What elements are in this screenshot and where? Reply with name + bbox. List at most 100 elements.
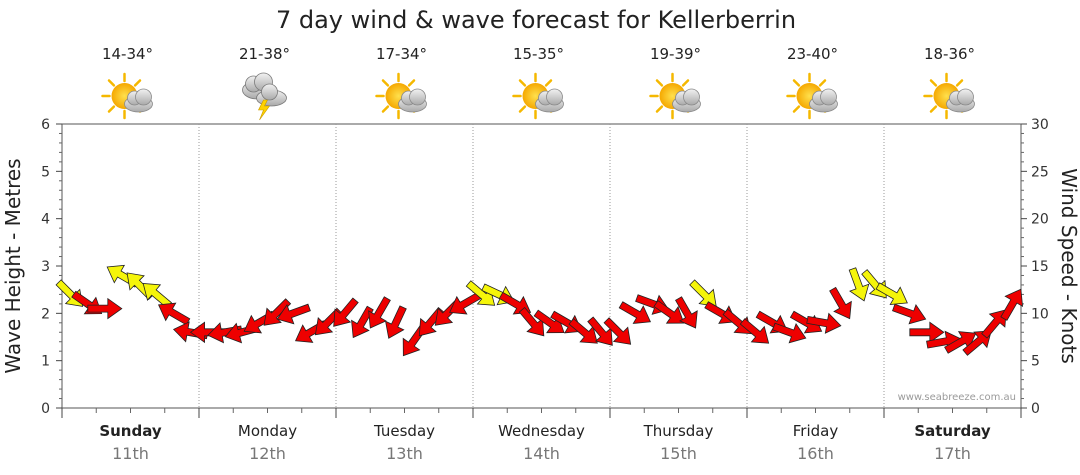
wind-arrow-shape bbox=[829, 286, 852, 320]
day-name-label: Friday bbox=[793, 422, 839, 440]
y-tick-label-right: 25 bbox=[1031, 164, 1049, 180]
wind-arrow bbox=[533, 309, 565, 334]
wind-arrow bbox=[603, 317, 632, 345]
wind-arrow bbox=[368, 296, 391, 329]
wind-arrow-shape bbox=[603, 317, 632, 345]
wind-arrow bbox=[568, 318, 598, 344]
wind-arrow bbox=[806, 312, 842, 334]
wind-arrow bbox=[892, 303, 927, 325]
wind-arrow bbox=[848, 267, 870, 302]
temperature-label: 14-34° bbox=[102, 45, 153, 63]
chart-title: 7 day wind & wave forecast for Kellerber… bbox=[276, 6, 796, 34]
y-tick-label-left: 5 bbox=[41, 164, 50, 180]
wind-arrow-shape bbox=[333, 297, 359, 327]
wind-arrow bbox=[875, 282, 908, 306]
y-tick-label-left: 6 bbox=[41, 117, 50, 133]
wind-arrow bbox=[351, 305, 374, 339]
wind-arrow-shape bbox=[944, 331, 977, 354]
wind-arrow bbox=[276, 303, 311, 325]
day-date-label: 11th bbox=[112, 444, 149, 463]
watermark: www.seabreeze.com.au bbox=[898, 392, 1016, 403]
wind-arrow bbox=[587, 316, 613, 346]
wind-arrow-shape bbox=[351, 305, 374, 339]
y-tick-label-left: 3 bbox=[41, 259, 50, 275]
y-tick-label-left: 4 bbox=[41, 212, 50, 228]
wind-arrow bbox=[739, 318, 770, 344]
day-name-label: Sunday bbox=[99, 422, 162, 440]
wind-arrow bbox=[653, 300, 685, 324]
wind-arrow bbox=[1000, 288, 1024, 321]
wind-arrow-shape bbox=[618, 301, 652, 324]
sun-cloud-icon bbox=[786, 72, 839, 120]
temperature-label: 21-38° bbox=[239, 45, 290, 63]
wind-arrow bbox=[909, 321, 945, 344]
wind-arrow bbox=[385, 305, 407, 339]
y-axis-label-right: Wind Speed - Knots bbox=[1057, 168, 1080, 364]
wind-arrow bbox=[157, 302, 191, 326]
wind-arrow bbox=[87, 297, 123, 320]
wind-arrow-shape bbox=[909, 321, 945, 344]
wind-arrow-shape bbox=[848, 267, 870, 302]
sun-cloud-icon bbox=[512, 72, 565, 120]
sun-cloud-icon bbox=[923, 72, 976, 120]
wind-arrow-shape bbox=[449, 291, 482, 315]
temperature-label: 15-35° bbox=[513, 45, 564, 63]
wind-arrow-shape bbox=[87, 297, 123, 320]
wind-arrow-shape bbox=[518, 306, 545, 337]
y-tick-label-left: 0 bbox=[41, 401, 50, 417]
sun-cloud-icon bbox=[375, 72, 428, 120]
wind-arrow bbox=[944, 331, 977, 354]
y-tick-label-right: 20 bbox=[1031, 212, 1049, 228]
wind-arrow-shape bbox=[276, 303, 311, 325]
wind-arrow bbox=[829, 286, 852, 320]
wind-arrow bbox=[618, 301, 652, 324]
temperature-label: 18-36° bbox=[924, 45, 975, 63]
sun-cloud-icon bbox=[649, 72, 702, 120]
wind-arrow-shape bbox=[653, 300, 685, 324]
wind-arrow-shape bbox=[1000, 288, 1024, 321]
wind-arrow bbox=[518, 306, 545, 337]
y-tick-label-left: 1 bbox=[41, 354, 50, 370]
wind-arrow bbox=[333, 297, 359, 327]
y-tick-label-right: 5 bbox=[1031, 354, 1040, 370]
wind-arrow bbox=[962, 330, 992, 356]
day-date-label: 14th bbox=[523, 444, 560, 463]
wind-arrow-shape bbox=[806, 312, 842, 334]
wind-arrow bbox=[449, 291, 482, 315]
wind-arrow-shape bbox=[962, 330, 992, 356]
temperature-label: 17-34° bbox=[376, 45, 427, 63]
wind-arrow-shape bbox=[142, 283, 173, 309]
temperature-label: 23-40° bbox=[787, 45, 838, 63]
wind-arrow-shape bbox=[568, 318, 598, 344]
wind-arrow-shape bbox=[385, 305, 407, 339]
y-tick-label-right: 10 bbox=[1031, 306, 1049, 322]
wind-arrow-shape bbox=[368, 296, 391, 329]
temperature-label: 19-39° bbox=[650, 45, 701, 63]
day-date-label: 13th bbox=[386, 444, 423, 463]
day-name-label: Monday bbox=[238, 422, 297, 440]
wind-arrow-shape bbox=[587, 316, 613, 346]
day-date-label: 12th bbox=[249, 444, 286, 463]
wind-arrow-shape bbox=[875, 282, 908, 306]
day-name-label: Tuesday bbox=[373, 422, 435, 440]
storm-icon bbox=[242, 72, 287, 121]
y-axis-label-left: Wave Height - Metres bbox=[1, 158, 25, 373]
day-date-label: 17th bbox=[934, 444, 971, 463]
y-tick-label-left: 2 bbox=[41, 306, 50, 322]
wind-arrow-shape bbox=[157, 302, 191, 326]
wind-arrow-shape bbox=[772, 322, 807, 344]
y-tick-label-right: 15 bbox=[1031, 259, 1049, 275]
y-tick-label-right: 0 bbox=[1031, 401, 1040, 417]
day-name-label: Saturday bbox=[914, 422, 991, 440]
wind-arrow bbox=[675, 296, 698, 329]
day-date-label: 15th bbox=[660, 444, 697, 463]
wind-arrow-shape bbox=[892, 303, 927, 325]
y-tick-label-right: 30 bbox=[1031, 117, 1049, 133]
day-name-label: Wednesday bbox=[498, 422, 585, 440]
wind-arrow-shape bbox=[533, 309, 565, 334]
wind-arrow bbox=[772, 322, 807, 344]
wind-arrow bbox=[142, 283, 173, 309]
wind-arrow-shape bbox=[675, 296, 698, 329]
wind-arrow-shape bbox=[739, 318, 770, 344]
